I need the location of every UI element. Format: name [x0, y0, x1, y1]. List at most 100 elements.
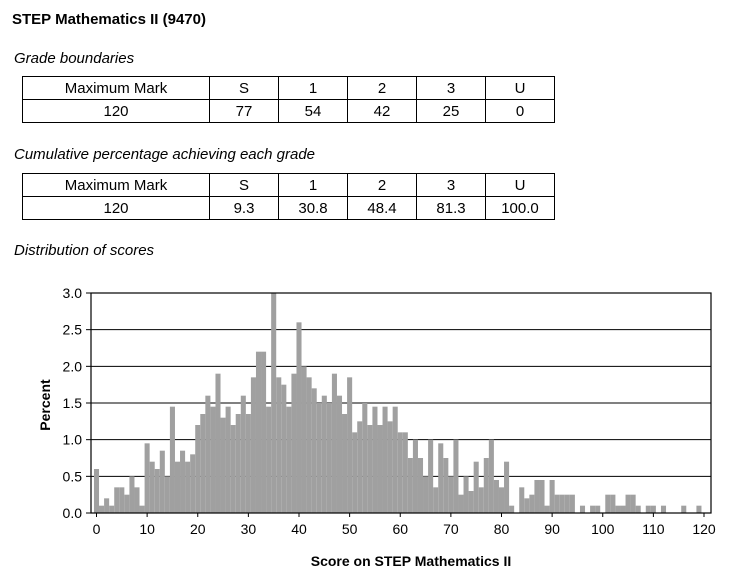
- histogram-bar: [438, 443, 444, 513]
- histogram-bar: [559, 494, 565, 513]
- y-tick-label: 1.5: [63, 395, 83, 411]
- histogram-bar: [326, 403, 332, 513]
- histogram-bar: [245, 414, 251, 513]
- x-tick-label: 70: [443, 521, 459, 537]
- histogram-bar: [119, 487, 125, 513]
- histogram-bar: [336, 395, 343, 513]
- table-cell: 81.3: [416, 196, 486, 220]
- table-cell: 30.8: [278, 196, 348, 220]
- histogram-bar: [549, 480, 555, 513]
- histogram-bar: [104, 498, 110, 513]
- table-header-cell: 3: [416, 76, 486, 100]
- histogram-bar: [225, 406, 231, 513]
- table-header-cell: 2: [347, 173, 417, 197]
- histogram-bar: [498, 487, 505, 513]
- histogram-bar: [620, 505, 626, 513]
- histogram-bar: [321, 395, 327, 513]
- histogram-bar: [387, 421, 393, 513]
- histogram-bar: [554, 494, 560, 513]
- histogram-bar: [509, 505, 515, 513]
- histogram-bar: [433, 487, 439, 513]
- histogram-bar: [610, 494, 616, 513]
- histogram-bar: [362, 403, 368, 513]
- histogram-bar: [301, 366, 307, 513]
- histogram-bar: [696, 505, 702, 513]
- histogram-bar: [220, 417, 226, 513]
- histogram-bar: [250, 377, 256, 513]
- histogram-bar: [488, 439, 494, 513]
- histogram-bar: [590, 505, 596, 513]
- x-axis-label: Score on STEP Mathematics II: [311, 553, 511, 569]
- histogram-bar: [144, 443, 150, 513]
- histogram-bar: [635, 505, 641, 513]
- histogram-bar: [412, 439, 418, 513]
- x-tick-label: 100: [591, 521, 615, 537]
- histogram-bar: [164, 476, 170, 513]
- histogram-bar: [534, 480, 540, 513]
- histogram-bar: [473, 461, 479, 513]
- histogram-bar: [230, 425, 236, 513]
- x-tick-label: 50: [342, 521, 358, 537]
- table-cell: 77: [209, 99, 279, 123]
- histogram-bar: [190, 454, 196, 513]
- histogram-bar: [681, 505, 687, 513]
- table-cell: 0: [485, 99, 555, 123]
- y-axis-label: Percent: [37, 379, 53, 431]
- histogram-bar: [357, 421, 363, 513]
- histogram-bar: [311, 388, 317, 513]
- histogram-bar: [174, 461, 181, 513]
- histogram-bar: [149, 461, 155, 513]
- cumulative-table: Maximum Mark S 1 2 3 U 120 9.3 30.8 48.4…: [22, 173, 555, 220]
- x-tick-label: 40: [291, 521, 307, 537]
- table-header-cell: 2: [347, 76, 417, 100]
- grade-boundaries-heading: Grade boundaries: [14, 50, 135, 67]
- histogram-bar: [134, 487, 140, 513]
- histogram-bar: [316, 403, 322, 513]
- histogram-bar: [402, 432, 408, 513]
- histogram-bar: [595, 505, 601, 513]
- histogram-bar: [579, 505, 586, 513]
- histogram-bar: [468, 491, 474, 513]
- table-header-cell: S: [209, 173, 279, 197]
- table-cell: 120: [22, 196, 210, 220]
- histogram-bar: [529, 494, 535, 513]
- histogram-bar: [407, 458, 413, 513]
- histogram-bar: [347, 377, 353, 513]
- histogram-bar: [367, 425, 373, 513]
- histogram-bar: [660, 505, 667, 513]
- histogram-bar: [453, 439, 459, 513]
- histogram-bar: [630, 494, 636, 513]
- table-cell: 25: [416, 99, 486, 123]
- table-cell: 48.4: [347, 196, 417, 220]
- page-title: STEP Mathematics II (9470): [12, 11, 206, 28]
- chart-bars: [93, 293, 702, 513]
- histogram-bar: [169, 406, 175, 513]
- table-cell: 42: [347, 99, 417, 123]
- y-tick-label: 0.5: [63, 468, 83, 484]
- histogram-bar: [215, 373, 221, 513]
- x-tick-label: 110: [642, 521, 665, 537]
- histogram-bar: [291, 373, 297, 513]
- histogram-bar: [423, 476, 429, 513]
- histogram-bar: [392, 406, 398, 513]
- y-tick-label: 2.5: [63, 322, 83, 338]
- table-row: 120 77 54 42 25 0: [22, 99, 555, 123]
- x-axis-ticks: 0 10 20 30 40 50 60 70 80 90 100 110 120: [93, 513, 716, 537]
- x-tick-label: 90: [544, 521, 560, 537]
- histogram-bar: [114, 487, 120, 513]
- x-tick-label: 30: [241, 521, 257, 537]
- cumulative-heading: Cumulative percentage achieving each gra…: [14, 146, 316, 163]
- y-tick-label: 2.0: [63, 358, 83, 374]
- histogram-bar: [377, 425, 383, 513]
- histogram-bar: [139, 505, 145, 513]
- histogram-bar: [458, 494, 464, 513]
- histogram-bar: [645, 505, 651, 513]
- distribution-heading: Distribution of scores: [14, 242, 155, 259]
- grade-boundaries-table: Maximum Mark S 1 2 3 U 120 77 54 42 25 0: [22, 76, 555, 123]
- histogram-bar: [200, 414, 206, 513]
- histogram-bar: [524, 498, 530, 513]
- histogram-bar: [615, 505, 621, 513]
- histogram-bar: [478, 487, 484, 513]
- histogram-bar: [519, 487, 525, 513]
- histogram-bar: [296, 322, 302, 513]
